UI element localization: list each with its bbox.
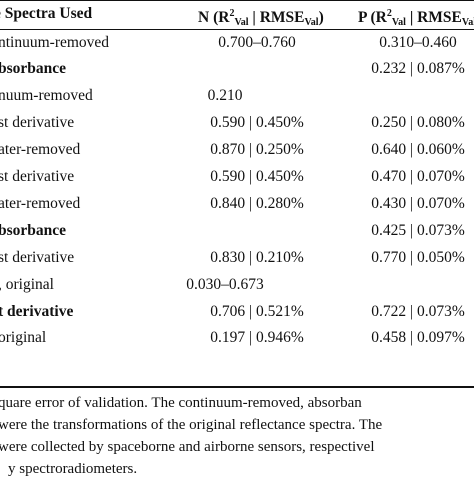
- n-cell: 0.210: [207, 87, 243, 104]
- table-row: ater-removed 0.870 | 0.250% 0.640 | 0.06…: [0, 137, 474, 163]
- p-cell: 0.425 | 0.073%: [371, 222, 465, 239]
- spectra-cell: ater-removed: [0, 141, 81, 158]
- footnote-line: y spectroradiometers.: [8, 461, 138, 477]
- table-row: original 0.197 | 0.946% 0.458 | 0.097%: [0, 325, 474, 351]
- spectra-cell: st derivative: [0, 249, 75, 266]
- p-cell: 0.470 | 0.070%: [371, 168, 465, 185]
- footnote-line: quare error of validation. The continuum…: [0, 395, 362, 411]
- table-row: bsorbance 0.232 | 0.087%: [0, 56, 474, 82]
- n-cell: 0.700–0.760: [218, 34, 296, 51]
- table-row: ntinuum-removed 0.700–0.760 0.310–0.460: [0, 30, 474, 56]
- n-cell: 0.590 | 0.450%: [210, 114, 304, 131]
- n-cell: 0.840 | 0.280%: [210, 195, 304, 212]
- header-n: N (R2Val | RMSEVal): [198, 8, 324, 28]
- p-cell: 0.250 | 0.080%: [371, 114, 465, 131]
- footnote-line: were the transformations of the original…: [0, 417, 383, 433]
- spectra-cell: original: [0, 329, 47, 346]
- header-p: P (R2Val | RMSEVal: [358, 8, 474, 28]
- table-row: nuum-removed 0.210: [0, 83, 474, 109]
- spectra-cell: ater-removed: [0, 195, 81, 212]
- spectra-cell: , original: [0, 276, 54, 293]
- table-row: st derivative 0.590 | 0.450% 0.250 | 0.0…: [0, 110, 474, 136]
- header-spectra-used: e Spectra Used: [0, 5, 93, 22]
- n-cell: 0.870 | 0.250%: [210, 141, 304, 158]
- n-cell: 0.590 | 0.450%: [210, 168, 304, 185]
- spectra-cell: bsorbance: [0, 60, 67, 77]
- p-cell: 0.310–0.460: [379, 34, 457, 51]
- footnote-line: were collected by spaceborne and airborn…: [0, 439, 375, 455]
- table-row: t derivative 0.706 | 0.521% 0.722 | 0.07…: [0, 299, 474, 325]
- table-row: , original 0.030–0.673: [0, 272, 474, 298]
- spectra-cell: bsorbance: [0, 222, 67, 239]
- p-cell: 0.232 | 0.087%: [371, 60, 465, 77]
- table-top-rule: [0, 0, 474, 1]
- n-cell: 0.197 | 0.946%: [210, 329, 304, 346]
- header-rule: [0, 29, 474, 30]
- spectra-cell: st derivative: [0, 168, 75, 185]
- table-row: st derivative 0.830 | 0.210% 0.770 | 0.0…: [0, 245, 474, 271]
- spectra-cell: t derivative: [0, 303, 74, 320]
- p-cell: 0.640 | 0.060%: [371, 141, 465, 158]
- n-cell: 0.706 | 0.521%: [210, 303, 304, 320]
- p-cell: 0.458 | 0.097%: [371, 329, 465, 346]
- spectra-cell: ntinuum-removed: [0, 34, 110, 51]
- table-row: st derivative 0.590 | 0.450% 0.470 | 0.0…: [0, 164, 474, 190]
- table-bottom-rule: [0, 386, 474, 388]
- p-cell: 0.770 | 0.050%: [371, 249, 465, 266]
- n-cell: 0.030–0.673: [186, 276, 264, 293]
- p-cell: 0.722 | 0.073%: [371, 303, 465, 320]
- table-row: bsorbance 0.425 | 0.073%: [0, 218, 474, 244]
- p-cell: 0.430 | 0.070%: [371, 195, 465, 212]
- table-row: ater-removed 0.840 | 0.280% 0.430 | 0.07…: [0, 191, 474, 217]
- spectra-cell: nuum-removed: [0, 87, 93, 104]
- n-cell: 0.830 | 0.210%: [210, 249, 304, 266]
- spectra-cell: st derivative: [0, 114, 75, 131]
